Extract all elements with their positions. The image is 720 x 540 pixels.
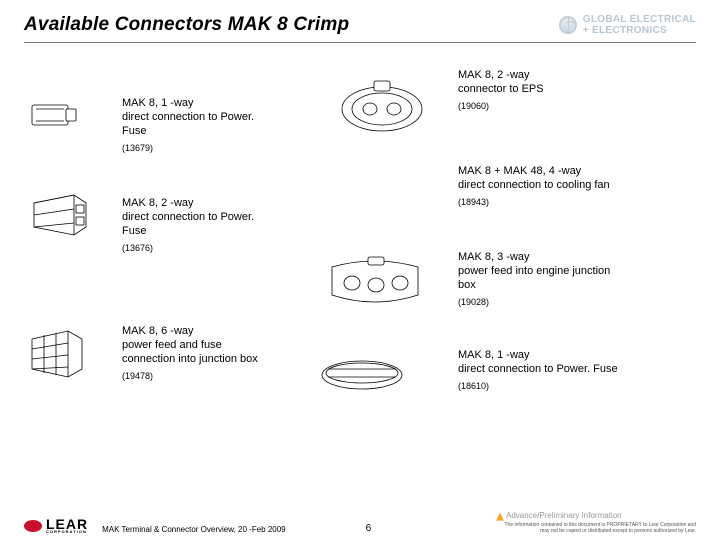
item-name: MAK 8, 1 -way (458, 349, 618, 361)
item-name: MAK 8, 2 -way (458, 69, 608, 81)
lear-brand-sub: CORPORATION (46, 530, 88, 534)
item-desc: connector to EPS (458, 83, 608, 97)
connector-image-6way (24, 325, 88, 381)
top-logo-text: GLOBAL ELECTRICAL + ELECTRONICS (583, 14, 696, 36)
item-desc: direct connection to Power. Fuse (122, 211, 262, 239)
connector-image-1way (28, 99, 80, 133)
page-title: Available Connectors MAK 8 Crimp (24, 14, 349, 36)
item-5: MAK 8, 6 -way power feed and fuse connec… (122, 325, 272, 381)
page-number: 6 (366, 523, 372, 534)
top-logo: GLOBAL ELECTRICAL + ELECTRONICS (559, 14, 696, 36)
item-6: MAK 8, 3 -way power feed into engine jun… (458, 251, 628, 307)
globe-icon (559, 16, 577, 34)
item-name: MAK 8, 1 -way (122, 97, 262, 109)
connector-image-3way (318, 251, 432, 315)
item-code: (18610) (458, 381, 618, 391)
footer-doc: MAK Terminal & Connector Overview, 20 -F… (102, 525, 286, 534)
footer-right: Advance/Preliminary Information The info… (496, 512, 696, 534)
item-code: (19060) (458, 101, 608, 111)
lear-logo-text: LEAR CORPORATION (46, 518, 88, 534)
item-2: MAK 8, 2 -way connector to EPS (19060) (458, 69, 608, 111)
item-code: (18943) (458, 197, 628, 207)
item-name: MAK 8, 2 -way (122, 197, 262, 209)
divider (24, 42, 696, 43)
footer: LEAR CORPORATION MAK Terminal & Connecto… (24, 512, 696, 534)
title-row: Available Connectors MAK 8 Crimp GLOBAL … (24, 14, 696, 36)
connector-image-1way-b (314, 349, 412, 397)
item-desc: direct connection to cooling fan (458, 179, 628, 193)
top-logo-line2: + ELECTRONICS (583, 25, 696, 36)
disclaimer-title: Advance/Preliminary Information (506, 512, 622, 521)
lear-logo-icon (24, 520, 42, 532)
item-code: (13676) (122, 243, 262, 253)
item-7: MAK 8, 1 -way direct connection to Power… (458, 349, 618, 391)
item-name: MAK 8, 6 -way (122, 325, 272, 337)
disclaimer-text: The information contained in this docume… (496, 523, 696, 534)
connector-image-2way-eps (330, 75, 430, 137)
top-logo-line1: GLOBAL ELECTRICAL (583, 14, 696, 25)
item-4: MAK 8 + MAK 48, 4 -way direct connection… (458, 165, 628, 207)
item-3: MAK 8, 2 -way direct connection to Power… (122, 197, 262, 253)
item-name: MAK 8 + MAK 48, 4 -way (458, 165, 628, 177)
item-1: MAK 8, 1 -way direct connection to Power… (122, 97, 262, 153)
item-code: (13679) (122, 143, 262, 153)
item-code: (19478) (122, 371, 272, 381)
disclaimer-header: Advance/Preliminary Information (496, 512, 696, 521)
item-desc: direct connection to Power. Fuse (122, 111, 262, 139)
item-desc: power feed and fuse connection into junc… (122, 339, 272, 367)
warning-icon (496, 513, 504, 521)
item-name: MAK 8, 3 -way (458, 251, 628, 263)
connector-image-2way-fuse (24, 189, 92, 241)
item-desc: direct connection to Power. Fuse (458, 363, 618, 377)
item-code: (19028) (458, 297, 628, 307)
lear-logo: LEAR CORPORATION (24, 518, 88, 534)
slide: Available Connectors MAK 8 Crimp GLOBAL … (0, 0, 720, 540)
item-desc: power feed into engine junction box (458, 265, 628, 293)
content: MAK 8, 1 -way direct connection to Power… (24, 53, 696, 491)
footer-center: MAK Terminal & Connector Overview, 20 -F… (88, 523, 496, 534)
